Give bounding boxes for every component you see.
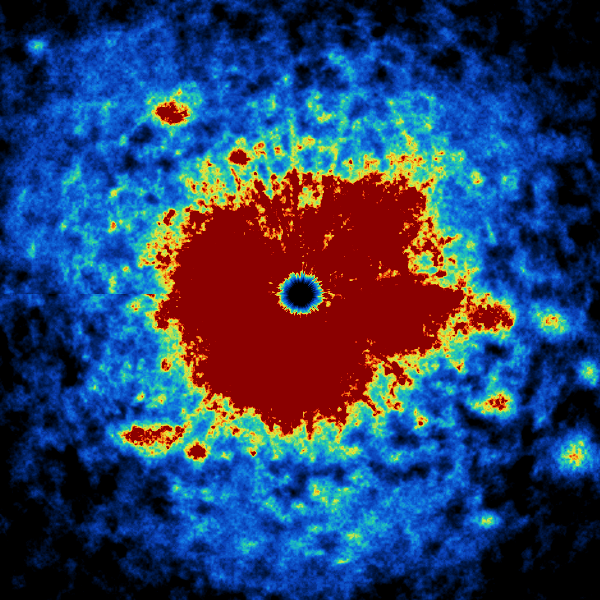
- radar-reflectivity-canvas: [0, 0, 600, 600]
- radar-display: Radar Reflectivity PPI: [0, 0, 600, 600]
